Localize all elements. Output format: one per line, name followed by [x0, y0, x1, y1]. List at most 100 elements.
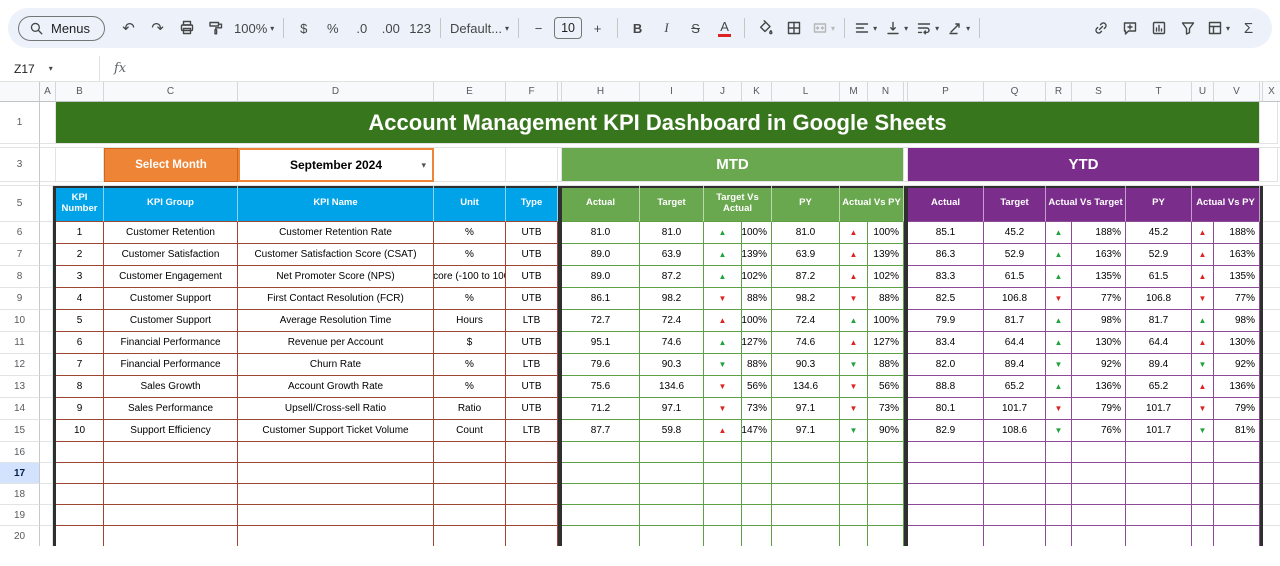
cell-mtd-py[interactable]: 74.6: [772, 332, 840, 354]
header-ytd-target[interactable]: Target: [984, 186, 1046, 222]
cell[interactable]: [562, 442, 640, 463]
cell[interactable]: [1072, 463, 1126, 484]
cell-mtd-tva-pct[interactable]: 88%: [742, 354, 772, 376]
column-header-j[interactable]: J: [704, 82, 742, 102]
cell-ytd-target[interactable]: 45.2: [984, 222, 1046, 244]
cell[interactable]: [506, 526, 558, 546]
name-box[interactable]: Z17 ▾: [0, 56, 100, 81]
cell-ytd-target[interactable]: 108.6: [984, 420, 1046, 442]
decrease-font-size-button[interactable]: −: [534, 20, 543, 36]
row-header[interactable]: 17: [0, 463, 40, 484]
cell[interactable]: [40, 398, 53, 420]
cell-mtd-py[interactable]: 63.9: [772, 244, 840, 266]
column-header-x[interactable]: X: [1263, 82, 1280, 102]
row-header-1[interactable]: 1: [0, 102, 40, 144]
cell-mtd-avpy-pct[interactable]: 102%: [868, 266, 904, 288]
cell[interactable]: [772, 505, 840, 526]
cell[interactable]: [238, 505, 434, 526]
ytd-avt-trend-arrow[interactable]: ▲: [1046, 244, 1072, 266]
row-header[interactable]: 19: [0, 505, 40, 526]
cell-mtd-py[interactable]: 81.0: [772, 222, 840, 244]
cell-kpi-name[interactable]: Net Promoter Score (NPS): [238, 266, 434, 288]
cell[interactable]: [640, 484, 704, 505]
cell-unit[interactable]: %: [434, 288, 506, 310]
cell-ytd-avt-pct[interactable]: 98%: [1072, 310, 1126, 332]
cell[interactable]: [1263, 442, 1280, 463]
row-header-3[interactable]: 3: [0, 148, 40, 182]
ytd-avpy-trend-arrow[interactable]: ▼: [1192, 354, 1214, 376]
cell-ytd-target[interactable]: 52.9: [984, 244, 1046, 266]
cell-ytd-avpy-pct[interactable]: 188%: [1214, 222, 1260, 244]
cell[interactable]: [640, 463, 704, 484]
cell[interactable]: [1263, 266, 1280, 288]
cell[interactable]: [40, 484, 53, 505]
cell[interactable]: [984, 442, 1046, 463]
cell[interactable]: [1214, 484, 1260, 505]
ytd-avt-trend-arrow[interactable]: ▲: [1046, 332, 1072, 354]
cell-ytd-actual[interactable]: 82.5: [908, 288, 984, 310]
cell[interactable]: [742, 463, 772, 484]
cell[interactable]: [434, 148, 506, 182]
more-formats-button[interactable]: 123: [409, 20, 431, 36]
mtd-avpy-trend-arrow[interactable]: ▼: [840, 354, 868, 376]
mtd-tva-trend-arrow[interactable]: ▲: [704, 266, 742, 288]
cell-kpi-group[interactable]: Customer Satisfaction: [104, 244, 238, 266]
cell[interactable]: [1126, 505, 1192, 526]
row-header[interactable]: 6: [0, 222, 40, 244]
cell-kpi-group[interactable]: Support Efficiency: [104, 420, 238, 442]
cell-mtd-actual[interactable]: 81.0: [562, 222, 640, 244]
menus-search-button[interactable]: Menus: [18, 15, 106, 41]
header-ytd-actual-vs-py[interactable]: Actual Vs PY: [1192, 186, 1260, 222]
zoom-select[interactable]: 100% ▾: [234, 20, 275, 36]
text-rotation-button[interactable]: ▾: [944, 15, 973, 42]
month-dropdown[interactable]: September 2024 ▾: [238, 148, 434, 182]
cell[interactable]: [40, 288, 53, 310]
cell-unit[interactable]: Count: [434, 420, 506, 442]
cell[interactable]: [1126, 463, 1192, 484]
cell-mtd-avpy-pct[interactable]: 139%: [868, 244, 904, 266]
cell[interactable]: [1263, 463, 1280, 484]
cell-type[interactable]: LTB: [506, 354, 558, 376]
cell-ytd-actual[interactable]: 80.1: [908, 398, 984, 420]
mtd-avpy-trend-arrow[interactable]: ▲: [840, 332, 868, 354]
column-header-m[interactable]: M: [840, 82, 868, 102]
cell[interactable]: [562, 505, 640, 526]
row-header-hidden[interactable]: [0, 144, 40, 148]
cell[interactable]: [908, 442, 984, 463]
font-select[interactable]: Default... ▾: [450, 20, 510, 36]
mtd-tva-trend-arrow[interactable]: ▼: [704, 398, 742, 420]
cell-kpi-number[interactable]: 2: [56, 244, 104, 266]
cell-ytd-avt-pct[interactable]: 130%: [1072, 332, 1126, 354]
cell[interactable]: [1192, 505, 1214, 526]
cell[interactable]: [868, 484, 904, 505]
column-header-r[interactable]: R: [1046, 82, 1072, 102]
ytd-avpy-trend-arrow[interactable]: ▲: [1192, 310, 1214, 332]
dashboard-title-cell[interactable]: Account Management KPI Dashboard in Goog…: [56, 102, 1260, 144]
cell-mtd-actual[interactable]: 79.6: [562, 354, 640, 376]
cell-mtd-actual[interactable]: 75.6: [562, 376, 640, 398]
cell[interactable]: [506, 484, 558, 505]
cell[interactable]: [840, 505, 868, 526]
cell-ytd-avt-pct[interactable]: 136%: [1072, 376, 1126, 398]
cell[interactable]: [104, 442, 238, 463]
cell[interactable]: [704, 463, 742, 484]
mtd-tva-trend-arrow[interactable]: ▲: [704, 222, 742, 244]
cell-kpi-name[interactable]: Customer Satisfaction Score (CSAT): [238, 244, 434, 266]
cell-ytd-avt-pct[interactable]: 163%: [1072, 244, 1126, 266]
cell[interactable]: [1046, 505, 1072, 526]
cell[interactable]: [1046, 463, 1072, 484]
cell[interactable]: [868, 526, 904, 546]
cell[interactable]: [1046, 442, 1072, 463]
cell-ytd-avpy-pct[interactable]: 130%: [1214, 332, 1260, 354]
format-currency-button[interactable]: $: [300, 20, 308, 36]
ytd-avpy-trend-arrow[interactable]: ▼: [1192, 288, 1214, 310]
ytd-avpy-trend-arrow[interactable]: ▲: [1192, 266, 1214, 288]
row-header[interactable]: 7: [0, 244, 40, 266]
cell-mtd-py[interactable]: 97.1: [772, 420, 840, 442]
cell-mtd-py[interactable]: 134.6: [772, 376, 840, 398]
column-header-b[interactable]: B: [56, 82, 104, 102]
cell-mtd-avpy-pct[interactable]: 56%: [868, 376, 904, 398]
cell-mtd-py[interactable]: 87.2: [772, 266, 840, 288]
cell[interactable]: [238, 463, 434, 484]
cell[interactable]: [1263, 288, 1280, 310]
